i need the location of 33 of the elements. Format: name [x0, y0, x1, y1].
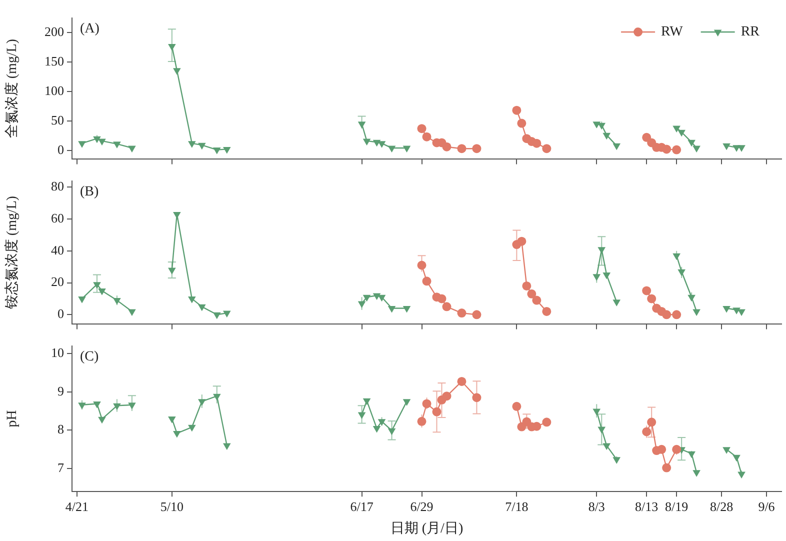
y-tick-label: 150 [44, 54, 64, 69]
x-tick-label: 4/21 [65, 498, 89, 514]
y-tick-label: 80 [51, 178, 64, 194]
legend-label: RW [661, 24, 684, 40]
y-tick-label: 8 [58, 422, 64, 437]
y-tick-label: 9 [58, 383, 64, 398]
y-tick-label: 10 [51, 344, 64, 360]
x-tick-label: 6/29 [410, 498, 434, 514]
x-tick-label: 5/10 [160, 498, 184, 514]
y-tick-label: 0 [58, 306, 64, 322]
y-tick-label: 200 [44, 24, 64, 40]
x-axis-title: 日期 (月/日) [390, 520, 464, 536]
y-tick-label: 100 [44, 82, 64, 98]
x-tick-label: 8/13 [635, 498, 658, 514]
y-axis-title: 铵态氮浓度 (mg/L) [4, 196, 20, 310]
y-tick-label: 40 [51, 242, 64, 258]
x-tick-label: 8/19 [665, 498, 688, 514]
y-tick-label: 60 [51, 210, 64, 226]
y-axis-title: pH [5, 410, 20, 428]
x-tick-label: 6/17 [350, 498, 374, 514]
y-tick-label: 50 [51, 112, 64, 128]
chart-title: (C) [80, 349, 99, 364]
chart-title: (A) [80, 22, 100, 37]
y-tick-label: 20 [51, 274, 64, 290]
chart-title: (B) [80, 184, 99, 200]
x-tick-label: 8/3 [588, 498, 605, 514]
legend-label: RR [740, 24, 760, 40]
x-tick-label: 8/28 [710, 498, 734, 514]
y-axis-title: 全氮浓度 (mg/L) [4, 38, 20, 138]
y-tick-label: 0 [58, 142, 64, 157]
x-tick-label: 9/6 [758, 498, 776, 514]
y-tick-label: 7 [58, 460, 64, 475]
x-tick-label: 7/18 [505, 498, 528, 514]
